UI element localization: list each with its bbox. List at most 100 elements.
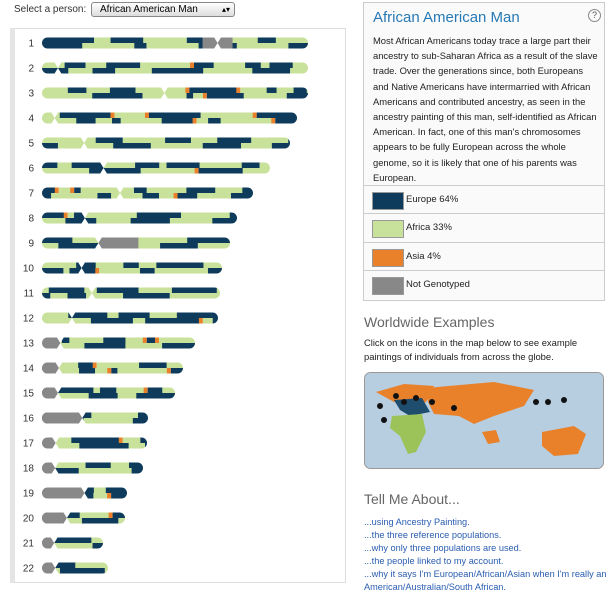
legend-row: Asia 4% — [364, 242, 604, 271]
segment — [42, 543, 94, 549]
segment — [79, 368, 96, 374]
chromosome — [42, 62, 308, 74]
segment — [113, 143, 152, 149]
unknown-region — [42, 437, 56, 449]
segment — [275, 37, 308, 43]
segment — [59, 112, 111, 118]
segment — [67, 87, 87, 93]
segment — [269, 62, 294, 68]
segment — [202, 93, 207, 99]
segment — [236, 87, 241, 93]
chromosome-label: 8 — [28, 214, 34, 225]
segment — [149, 312, 178, 318]
segment — [68, 68, 94, 74]
segment — [146, 187, 187, 193]
segment — [74, 187, 82, 193]
segment — [166, 162, 201, 168]
segment — [162, 387, 175, 393]
segment — [74, 212, 86, 218]
world-map[interactable] — [364, 372, 604, 469]
segment — [42, 137, 97, 143]
segment — [50, 293, 69, 299]
panel-title: African American Man — [373, 9, 520, 26]
legend-row: Africa 33% — [364, 213, 604, 242]
map-icons[interactable] — [377, 393, 567, 423]
segment — [70, 187, 75, 193]
segment — [276, 87, 295, 93]
segment — [150, 143, 204, 149]
unknown-region — [42, 537, 55, 549]
examples-text: Click on the icons in the map below to s… — [364, 337, 578, 362]
help-link[interactable]: ...the people linked to my account. — [364, 556, 504, 566]
chromosome — [42, 312, 218, 324]
person-select[interactable]: African American Man ▴▾ — [91, 2, 235, 17]
chromosome-label: 3 — [28, 89, 34, 100]
help-link[interactable]: ...why it says I'm European/African/Asia… — [364, 569, 607, 592]
unknown-region — [42, 362, 59, 374]
segment — [212, 318, 218, 324]
select-value[interactable]: African American Man — [100, 4, 198, 15]
chromosome-label: 22 — [23, 564, 35, 575]
segment — [187, 237, 230, 243]
segment — [203, 68, 253, 74]
panel-description: Most African Americans today trace a lar… — [373, 35, 598, 183]
segment — [190, 137, 218, 143]
segment — [42, 312, 69, 318]
segment — [162, 343, 195, 349]
legend-label: Asia 4% — [406, 251, 441, 262]
segment — [198, 168, 244, 174]
segment — [95, 268, 100, 274]
segment — [169, 293, 220, 299]
segment — [93, 487, 107, 493]
segment — [91, 537, 103, 543]
segment — [112, 512, 125, 518]
segment — [96, 287, 140, 293]
map-land — [390, 414, 426, 454]
help-link[interactable]: ...the three reference populations. — [364, 530, 502, 540]
segment — [92, 543, 103, 549]
segment — [94, 37, 112, 43]
segment — [140, 437, 147, 443]
segment — [118, 312, 151, 318]
chromosome — [42, 112, 297, 124]
unknown-region — [42, 562, 56, 574]
segment — [103, 337, 126, 343]
segment — [107, 493, 112, 499]
chromosome — [42, 212, 237, 224]
segment — [193, 62, 215, 68]
segment — [132, 418, 148, 424]
segment — [145, 318, 200, 324]
segment — [96, 218, 132, 224]
segment — [138, 287, 173, 293]
segment — [85, 462, 112, 468]
segment — [133, 187, 148, 193]
segment — [123, 262, 140, 268]
segment — [57, 162, 73, 168]
segment — [148, 112, 202, 118]
help-link[interactable]: ...using Ancestry Painting. — [364, 517, 470, 527]
help-icon[interactable]: ? — [588, 9, 601, 22]
segment — [146, 337, 156, 343]
segment — [240, 87, 268, 93]
segment — [42, 62, 66, 68]
segment — [142, 337, 147, 343]
segment — [230, 193, 253, 199]
help-link[interactable]: ...why only three populations are used. — [364, 543, 522, 553]
segment — [64, 62, 86, 68]
centromere — [94, 236, 103, 250]
centromere — [51, 461, 60, 475]
segment — [155, 337, 160, 343]
segment — [42, 262, 77, 268]
segment — [117, 368, 168, 374]
segment — [91, 412, 139, 418]
segment — [186, 93, 194, 99]
legend-row: Europe 64% — [364, 185, 604, 214]
segment — [90, 318, 134, 324]
segment — [144, 112, 149, 118]
segment — [42, 393, 90, 399]
chromosome — [42, 262, 222, 274]
segment — [137, 412, 148, 418]
segment — [288, 43, 308, 49]
segment — [154, 268, 209, 274]
segment — [76, 262, 97, 268]
